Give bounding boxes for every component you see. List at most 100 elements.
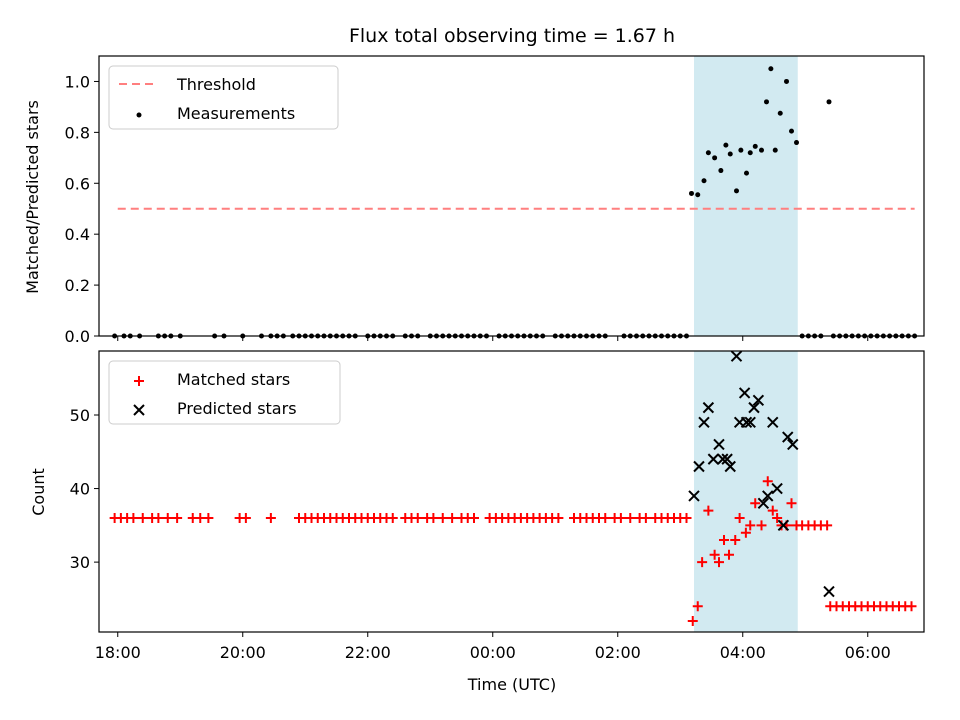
y-tick-label: 0.6 xyxy=(65,174,90,193)
x-tick-label: 20:00 xyxy=(220,643,266,662)
data-point xyxy=(721,453,733,465)
data-point xyxy=(782,431,794,443)
legend-label: Threshold xyxy=(176,75,256,94)
data-point xyxy=(240,512,251,523)
x-axis-label: Time (UTC) xyxy=(467,675,556,694)
data-point xyxy=(724,460,736,473)
x-tick-label: 00:00 xyxy=(470,643,516,662)
data-point xyxy=(772,147,778,153)
data-point xyxy=(203,512,214,523)
data-point xyxy=(600,512,611,523)
data-point xyxy=(740,527,751,538)
data-point xyxy=(713,438,725,451)
legend-label: Matched stars xyxy=(177,370,290,389)
data-point xyxy=(777,110,783,116)
data-point xyxy=(744,170,749,176)
top-panel: 0.0 0.2 0.4 0.6 0.8 1.0 Threshold Measurements xyxy=(65,55,925,346)
data-point xyxy=(553,512,564,523)
data-point xyxy=(767,505,778,516)
axes-frame xyxy=(98,55,925,337)
data-point xyxy=(723,142,729,148)
data-point xyxy=(387,512,398,523)
data-point xyxy=(701,178,707,184)
data-point xyxy=(727,151,733,157)
data-point xyxy=(712,155,718,161)
data-point xyxy=(693,460,705,473)
data-point xyxy=(703,505,714,516)
data-point xyxy=(265,512,276,523)
y-tick-label: 40 xyxy=(70,480,90,499)
top-y-axis-label: Matched/Predicted stars xyxy=(23,100,42,294)
data-point xyxy=(734,188,739,194)
data-point xyxy=(777,519,790,532)
data-point xyxy=(768,66,774,72)
data-point xyxy=(714,557,724,568)
data-point xyxy=(698,416,710,429)
data-point xyxy=(707,453,720,465)
data-point xyxy=(162,512,173,523)
data-point xyxy=(705,150,711,156)
data-point xyxy=(744,416,756,429)
legend: Matched stars Predicted stars xyxy=(108,360,341,425)
data-point xyxy=(137,512,148,523)
data-point xyxy=(689,190,694,196)
data-point xyxy=(784,78,789,84)
data-point xyxy=(172,512,183,523)
legend-box xyxy=(108,65,339,130)
data-point xyxy=(625,512,636,523)
x-tick-label: 04:00 xyxy=(720,643,766,662)
y-tick-label: 50 xyxy=(70,406,90,425)
legend: Threshold Measurements xyxy=(108,65,339,130)
data-point xyxy=(771,482,783,495)
data-point xyxy=(702,401,715,414)
legend-box xyxy=(108,360,341,425)
data-point xyxy=(826,99,832,105)
data-point xyxy=(719,535,729,546)
y-tick-label: 1.0 xyxy=(65,72,90,91)
y-tick-label: 0.4 xyxy=(65,225,90,244)
data-point xyxy=(697,557,708,568)
data-point xyxy=(738,147,744,153)
data-point xyxy=(762,490,774,502)
y-tick-label: 30 xyxy=(70,553,90,572)
data-point xyxy=(759,147,764,153)
data-point xyxy=(692,601,703,612)
data-point xyxy=(906,601,917,612)
data-point xyxy=(752,143,758,149)
data-point xyxy=(794,140,799,146)
x-tick-label: 06:00 xyxy=(845,643,891,662)
series-matched-stars xyxy=(109,476,917,626)
data-point xyxy=(695,192,701,198)
data-point xyxy=(752,394,765,406)
series-predicted-stars xyxy=(688,350,835,598)
data-point xyxy=(764,99,769,105)
x-tick-label: 02:00 xyxy=(595,643,641,662)
data-point xyxy=(822,520,833,531)
legend-swatch xyxy=(133,404,145,416)
data-point xyxy=(750,498,761,509)
legend-swatch xyxy=(136,112,142,118)
data-point xyxy=(724,549,734,560)
data-point xyxy=(748,401,760,414)
data-point xyxy=(709,549,720,560)
chart-title: Flux total observing time = 1.67 h xyxy=(349,25,675,47)
data-point xyxy=(787,438,799,451)
y-tick-label: 0.2 xyxy=(65,276,90,295)
data-point xyxy=(640,512,651,523)
data-point xyxy=(687,615,698,626)
data-point xyxy=(740,416,753,429)
data-point xyxy=(412,512,423,523)
data-point xyxy=(767,416,779,429)
y-tick-label: 0.0 xyxy=(65,327,90,346)
data-point xyxy=(153,512,164,523)
y-tick-label: 0.8 xyxy=(65,123,90,142)
data-point xyxy=(469,512,479,523)
data-point xyxy=(128,512,139,523)
data-point xyxy=(730,535,741,546)
data-point xyxy=(789,128,794,134)
data-point xyxy=(756,520,767,531)
data-point xyxy=(786,498,797,509)
data-point xyxy=(437,512,448,523)
data-point xyxy=(738,387,751,399)
